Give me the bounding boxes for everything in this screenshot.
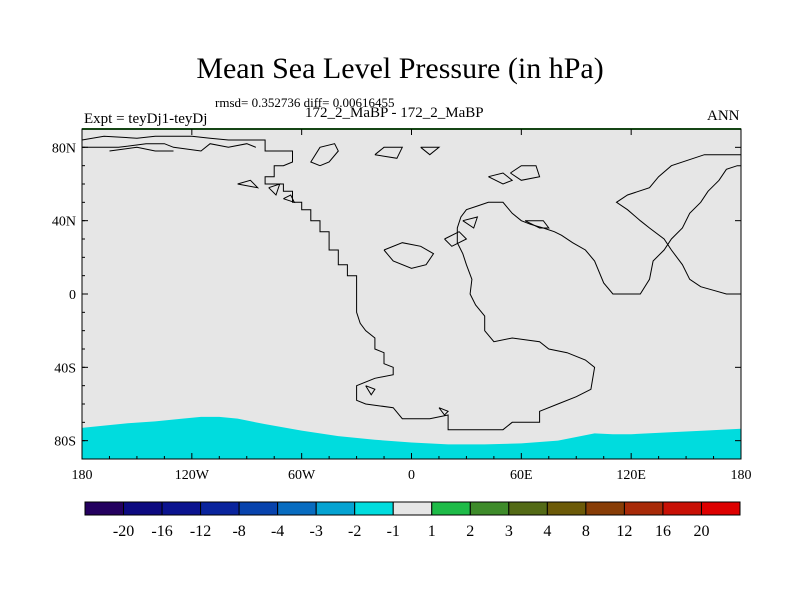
coastline-15 [462,216,479,229]
colorbar-swatch [277,501,317,516]
colorbar-swatch [315,501,356,516]
colorbar-swatch [123,501,163,516]
colorbar-label: -16 [151,523,172,540]
y-tick-label: 80N [52,141,76,156]
colorbar-swatch [238,501,279,516]
colorbar-swatch [585,501,625,516]
map-background [82,129,741,459]
coastline-9 [420,146,441,156]
colorbar-label: 4 [543,523,551,540]
coastline-1 [615,154,741,295]
coastline-2 [82,143,257,152]
coastline-12 [510,165,541,181]
colorbar-swatch [700,501,741,516]
x-tick-label: 60E [510,468,533,483]
colorbar-swatch [200,501,240,516]
colorbar-swatch [392,501,433,516]
coastline-13 [524,220,550,229]
y-tick-label: 40N [52,215,76,230]
season-label: ANN [707,108,740,124]
colorbar-swatch [469,501,510,516]
southern-pressure-band [82,416,741,459]
coastline-17 [438,407,449,416]
x-tick-label: 120E [616,468,646,483]
colorbar-label: 2 [466,523,474,540]
colorbar-label: -4 [271,523,284,540]
x-tick-label: 180 [72,468,93,483]
y-tick-label: 40S [54,361,76,376]
coastline-16 [365,385,376,396]
colorbar-swatch [354,501,394,516]
colorbar-label: -1 [387,523,400,540]
x-tick-label: 60W [288,468,316,483]
coastline-7 [310,143,339,167]
colorbar-swatch [508,501,548,516]
colorbar-label: 12 [616,523,632,540]
colorbar-label: 8 [582,523,590,540]
colorbar-label: 3 [505,523,513,540]
x-tick-label: 120W [175,468,210,483]
stats-label: rmsd= 0.352736 diff= 0.00616455 [215,95,395,110]
colorbar-label: 16 [655,523,671,540]
colorbar-label: 20 [693,523,709,540]
colorbar-label: -3 [310,523,323,540]
coastline-3 [109,146,174,152]
coastline-5 [268,183,281,196]
experiment-label: Expt = teyDj1-teyDj [84,111,208,127]
colorbar-swatch [161,501,202,516]
coastline-4 [237,179,260,189]
colorbar-swatch [431,501,471,516]
chart-title: Mean Sea Level Pressure (in hPa) [196,52,604,85]
coastline-10 [383,242,435,269]
coastline-14 [444,231,468,247]
colorbar-label: -12 [190,523,211,540]
coastline-11 [488,172,514,185]
x-tick-label: 0 [408,468,415,483]
y-tick-label: 0 [69,288,76,303]
coastline-6 [283,194,296,204]
x-tick-label: 180 [731,468,752,483]
coastline-8 [374,146,404,159]
colorbar-label: 1 [428,523,436,540]
colorbar-swatch [662,501,702,516]
colorbar-swatch [84,501,125,516]
colorbar-label: -2 [348,523,361,540]
y-tick-label: 80S [54,435,76,450]
colorbar-swatch [623,501,664,516]
colorbar-label: -8 [232,523,245,540]
colorbar-swatch [546,501,587,516]
comparison-label: 172_2_MaBP - 172_2_MaBP [305,105,484,121]
colorbar-label: -20 [113,523,134,540]
coastline-0 [81,135,741,431]
